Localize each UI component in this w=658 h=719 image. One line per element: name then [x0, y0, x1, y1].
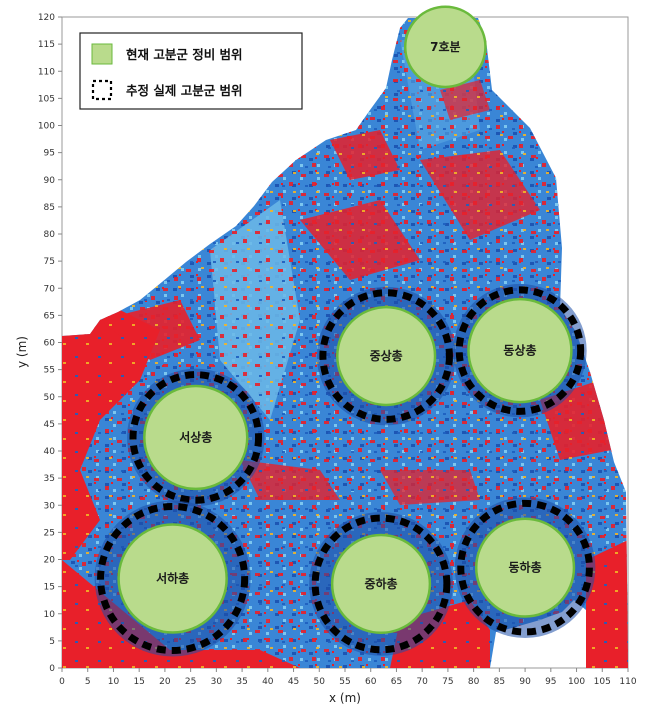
y-tick-label: 50: [44, 393, 56, 403]
x-tick-label: 105: [594, 677, 611, 687]
x-tick-label: 40: [262, 677, 274, 687]
y-tick-label: 5: [49, 637, 55, 647]
y-tick-label: 90: [44, 176, 56, 186]
legend-box: [79, 32, 303, 110]
y-tick-label: 35: [44, 474, 55, 484]
current-range-circle: [330, 533, 432, 635]
x-tick-label: 60: [365, 677, 377, 687]
x-tick-label: 0: [59, 677, 65, 687]
estimated-range-circle: [455, 286, 585, 415]
y-tick-label: 60: [44, 339, 56, 349]
y-tick-label: 10: [44, 610, 56, 620]
x-tick-label: 85: [494, 677, 505, 687]
y-tick-label: 40: [44, 447, 56, 457]
x-axis-title: x (m): [329, 691, 361, 705]
x-tick-label: 20: [159, 677, 171, 687]
y-tick-label: 95: [44, 149, 55, 159]
y-tick-label: 30: [44, 501, 56, 511]
mound-label: 서상총: [179, 429, 212, 444]
y-tick-label: 65: [44, 311, 55, 321]
legend-swatch-estimated: [91, 79, 113, 101]
current-range-circle: [117, 523, 228, 634]
y-tick-label: 55: [44, 366, 55, 376]
x-tick-label: 45: [288, 677, 299, 687]
mound-label: 7호분: [430, 40, 460, 54]
estimated-range-circle: [129, 371, 263, 504]
mound-2[interactable]: 동상총: [453, 283, 587, 418]
x-tick-label: 110: [619, 677, 636, 687]
x-axis: 0 5 10 15 20 25 30 35 40 45 50 55 60 65 70 75 80 85 90 95 10…: [59, 668, 637, 687]
x-tick-label: 30: [211, 677, 223, 687]
current-range-circle: [403, 5, 487, 89]
estimated-range-circle: [457, 499, 593, 636]
y-tick-label: 115: [38, 40, 55, 50]
estimated-range-circle: [97, 502, 249, 655]
x-tick-label: 65: [391, 677, 402, 687]
y-tick-label: 80: [44, 230, 56, 240]
current-range-circle: [474, 517, 576, 618]
mound-label: 중하총: [364, 576, 397, 591]
mound-label: 중상총: [370, 348, 403, 363]
x-tick-label: 70: [416, 677, 428, 687]
legend: 현재 고분군 정비 범위 추정 실제 고분군 범위: [79, 32, 303, 110]
y-axis-title: y (m): [15, 336, 29, 368]
x-tick-label: 10: [108, 677, 120, 687]
y-tick-label: 25: [44, 528, 55, 538]
y-tick-label: 100: [38, 122, 55, 132]
mound-6[interactable]: 동하총: [454, 497, 596, 638]
y-tick-label: 20: [44, 556, 56, 566]
y-tick-label: 110: [38, 67, 55, 77]
y-tick-label: 15: [44, 583, 55, 593]
current-range-circle: [143, 384, 249, 491]
x-tick-label: 15: [133, 677, 144, 687]
current-range-circle: [467, 297, 573, 404]
legend-swatch-current: [91, 43, 113, 65]
y-tick-label: 105: [38, 94, 55, 104]
estimated-range-circle: [311, 514, 451, 654]
x-tick-label: 90: [519, 677, 531, 687]
y-tick-label: 70: [44, 284, 56, 294]
legend-label-estimated: 추정 실제 고분군 범위: [126, 83, 243, 98]
mound-0[interactable]: 7호분: [403, 5, 487, 89]
mound-label: 동하총: [509, 560, 542, 575]
x-tick-label: 35: [236, 677, 247, 687]
y-tick-label: 45: [44, 420, 55, 430]
x-tick-label: 55: [339, 677, 350, 687]
x-tick-label: 95: [545, 677, 556, 687]
x-tick-label: 25: [185, 677, 196, 687]
x-tick-label: 5: [85, 677, 91, 687]
y-tick-label: 85: [44, 203, 55, 213]
mound-5[interactable]: 중하총: [309, 512, 453, 656]
y-tick-label: 75: [44, 257, 55, 267]
x-tick-label: 50: [314, 677, 326, 687]
estimated-range-circle: [319, 289, 453, 423]
current-range-circle: [336, 305, 437, 407]
mound-label: 동상총: [503, 343, 536, 358]
mound-4[interactable]: 서하총: [94, 500, 251, 657]
y-tick-label: 0: [49, 664, 55, 674]
y-tick-label: 120: [38, 13, 55, 23]
legend-label-current: 현재 고분군 정비 범위: [126, 47, 243, 62]
x-tick-label: 100: [568, 677, 585, 687]
x-tick-label: 75: [442, 677, 453, 687]
mound-label: 서하총: [156, 570, 189, 585]
mound-3[interactable]: 서상총: [127, 368, 265, 507]
mound-1[interactable]: 중상총: [316, 286, 456, 426]
x-tick-label: 80: [468, 677, 480, 687]
y-axis: 0 5 10 15 20 25 30 35 40 45 50 55 60 65 70 75 80 85 90 95 10…: [38, 13, 62, 674]
